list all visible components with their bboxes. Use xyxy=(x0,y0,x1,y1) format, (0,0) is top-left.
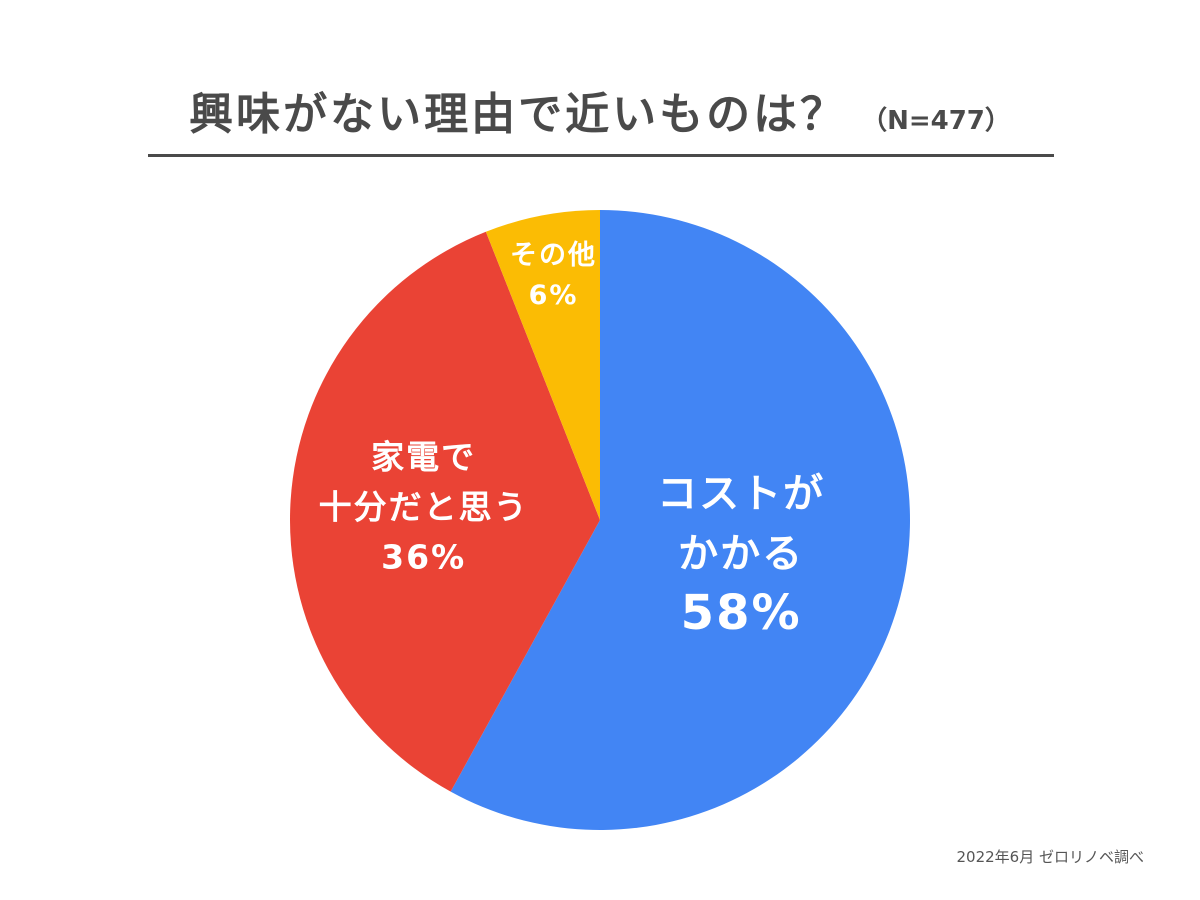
slice-value-label: 58% xyxy=(681,585,802,641)
slice-label-group: その他 6% xyxy=(510,240,597,311)
slice-value-label: 36% xyxy=(381,537,466,576)
sample-size: （N=477） xyxy=(861,106,1011,136)
source-footnote: 2022年6月 ゼロリノベ調べ xyxy=(956,848,1145,866)
chart-title: 興味がない理由で近いものは？ xyxy=(189,89,848,140)
title-divider xyxy=(148,154,1054,157)
slice-category-label: 十分だと思う xyxy=(319,487,529,526)
pie-slice xyxy=(450,210,911,831)
slice-category-label: 家電で xyxy=(371,437,476,476)
pie-slice xyxy=(290,231,600,792)
chart-title-block: 興味がない理由で近いものは？ （N=477） xyxy=(0,78,1200,142)
slice-category-label: かかる xyxy=(678,531,804,577)
slice-value-label: 6% xyxy=(529,280,579,311)
slice-category-label: その他 xyxy=(510,240,597,271)
pie-slice xyxy=(485,210,600,520)
slice-category-label: コストが xyxy=(657,471,825,517)
